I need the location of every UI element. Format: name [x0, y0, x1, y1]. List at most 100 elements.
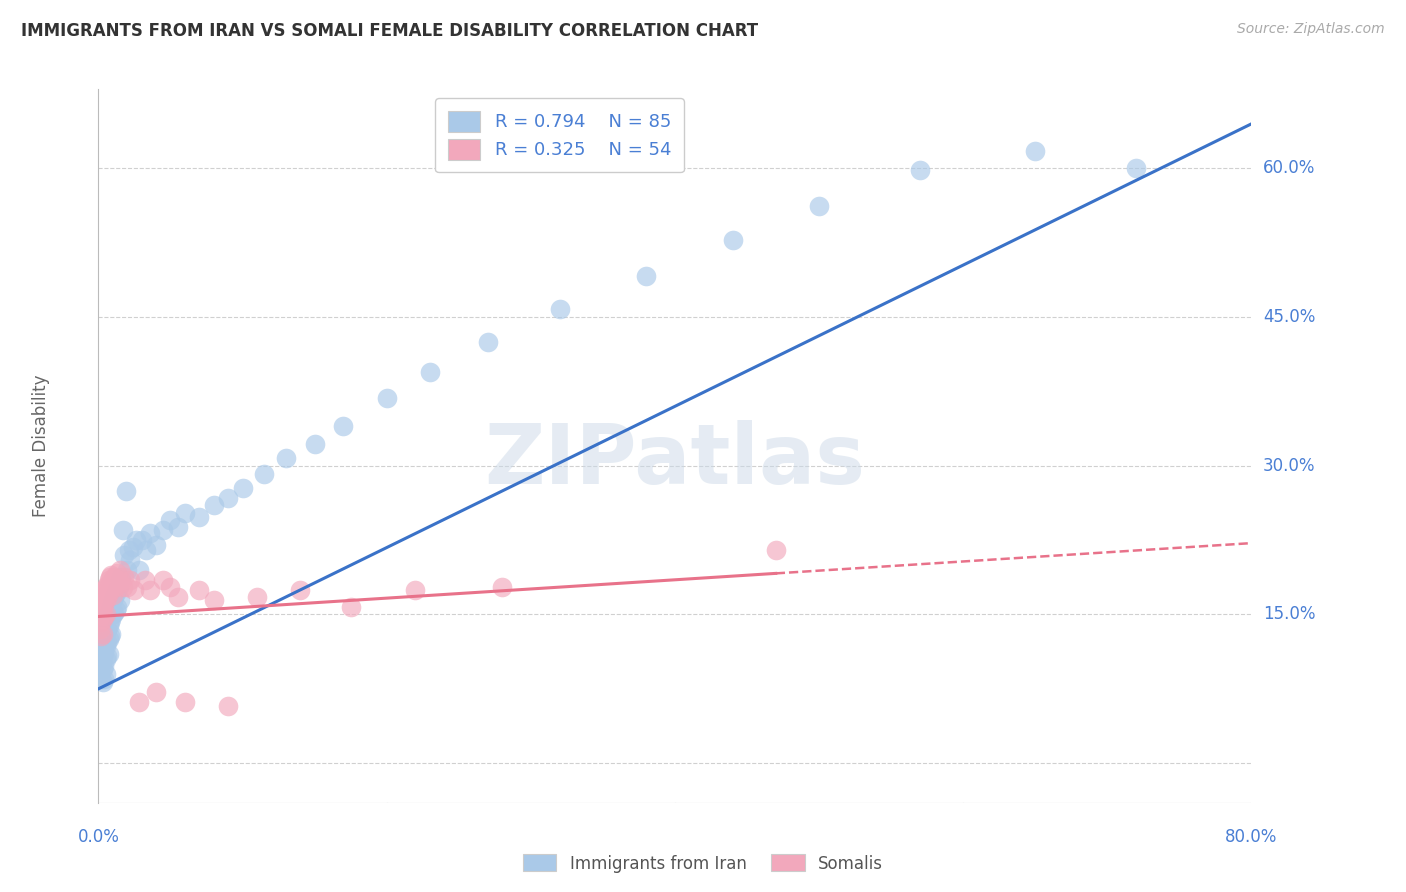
- Point: [98, 602, 121, 616]
- Point: [134, 573, 156, 587]
- Point: [94, 667, 117, 681]
- Point: [135, 543, 157, 558]
- Point: [97, 632, 120, 647]
- Point: [145, 538, 167, 552]
- Point: [101, 573, 124, 587]
- Point: [94, 580, 117, 594]
- Point: [139, 526, 162, 541]
- Point: [89, 596, 111, 610]
- Point: [89, 652, 111, 666]
- Point: [145, 685, 167, 699]
- Point: [91, 639, 114, 653]
- Text: 60.0%: 60.0%: [1263, 160, 1315, 178]
- Point: [188, 510, 211, 524]
- Point: [93, 609, 115, 624]
- Point: [202, 592, 225, 607]
- Point: [114, 483, 136, 498]
- Point: [90, 632, 112, 647]
- Point: [90, 645, 112, 659]
- Text: IMMIGRANTS FROM IRAN VS SOMALI FEMALE DISABILITY CORRELATION CHART: IMMIGRANTS FROM IRAN VS SOMALI FEMALE DI…: [21, 22, 758, 40]
- Point: [159, 513, 181, 527]
- Point: [93, 645, 115, 659]
- Point: [548, 302, 571, 317]
- Point: [111, 523, 134, 537]
- Point: [97, 647, 120, 661]
- Point: [100, 612, 122, 626]
- Point: [152, 523, 174, 537]
- Point: [112, 548, 135, 562]
- Point: [107, 575, 129, 590]
- Point: [375, 392, 398, 406]
- Point: [94, 612, 117, 626]
- Point: [94, 652, 117, 666]
- Point: [101, 588, 124, 602]
- Point: [174, 695, 197, 709]
- Point: [93, 632, 115, 647]
- Legend: R = 0.794    N = 85, R = 0.325    N = 54: R = 0.794 N = 85, R = 0.325 N = 54: [436, 98, 683, 172]
- Text: Source: ZipAtlas.com: Source: ZipAtlas.com: [1237, 22, 1385, 37]
- Point: [491, 580, 513, 594]
- Text: 80.0%: 80.0%: [1225, 828, 1278, 846]
- Point: [93, 672, 115, 686]
- Point: [90, 629, 112, 643]
- Point: [91, 612, 114, 626]
- Point: [98, 629, 121, 643]
- Point: [117, 563, 138, 577]
- Point: [93, 659, 115, 673]
- Point: [98, 570, 121, 584]
- Point: [91, 627, 114, 641]
- Point: [104, 585, 127, 599]
- Text: 45.0%: 45.0%: [1263, 308, 1315, 326]
- Point: [89, 639, 111, 653]
- Point: [91, 599, 114, 614]
- Point: [108, 573, 131, 587]
- Point: [91, 612, 114, 626]
- Point: [97, 573, 120, 587]
- Point: [122, 540, 145, 554]
- Point: [1125, 161, 1147, 176]
- Point: [118, 543, 141, 558]
- Point: [93, 582, 115, 597]
- Point: [104, 580, 127, 594]
- Point: [339, 599, 361, 614]
- Point: [97, 606, 120, 620]
- Point: [100, 599, 122, 614]
- Point: [721, 233, 744, 247]
- Text: Female Disability: Female Disability: [32, 375, 49, 517]
- Point: [105, 582, 128, 597]
- Point: [101, 592, 124, 607]
- Point: [120, 573, 142, 587]
- Point: [94, 592, 117, 607]
- Point: [174, 507, 197, 521]
- Point: [304, 437, 326, 451]
- Point: [120, 553, 142, 567]
- Point: [96, 609, 118, 624]
- Point: [246, 590, 269, 604]
- Point: [290, 582, 312, 597]
- Point: [90, 659, 112, 673]
- Point: [105, 599, 128, 614]
- Point: [91, 674, 114, 689]
- Point: [100, 567, 122, 582]
- Point: [217, 698, 239, 713]
- Point: [128, 563, 150, 577]
- Point: [91, 649, 114, 664]
- Point: [105, 566, 128, 580]
- Point: [93, 619, 115, 633]
- Point: [188, 582, 211, 597]
- Legend: Immigrants from Iran, Somalis: Immigrants from Iran, Somalis: [516, 847, 890, 880]
- Point: [159, 580, 181, 594]
- Point: [636, 268, 658, 283]
- Point: [419, 365, 441, 379]
- Point: [103, 590, 125, 604]
- Point: [166, 520, 188, 534]
- Point: [93, 596, 115, 610]
- Point: [94, 639, 117, 653]
- Point: [103, 570, 125, 584]
- Point: [125, 533, 148, 548]
- Point: [139, 582, 162, 597]
- Point: [104, 602, 127, 616]
- Point: [110, 570, 132, 584]
- Point: [90, 602, 112, 616]
- Point: [94, 625, 117, 640]
